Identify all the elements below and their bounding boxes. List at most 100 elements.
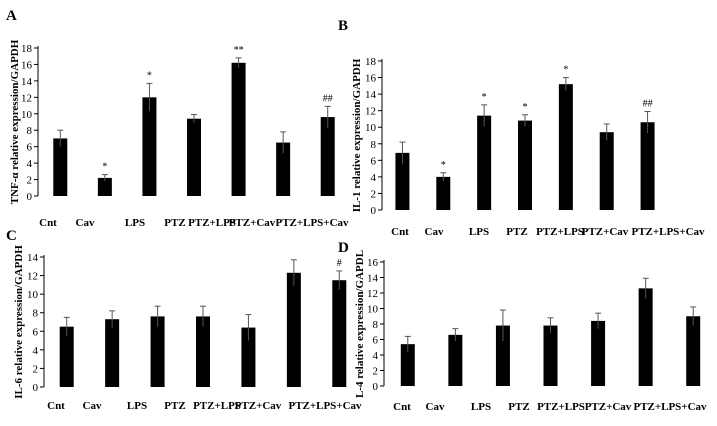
category-label-c-4: PTZ+LPS [193,400,241,412]
y-tick-label-b: 12 [365,106,376,118]
y-tick-label-d: 0 [373,381,379,393]
bar-d-2 [495,325,510,386]
bar-c-0 [59,326,74,387]
category-label-b-5: PTZ+Cav [582,226,629,238]
category-label-d-0: Cnt [393,401,411,413]
bar-d-6 [686,316,701,386]
y-tick-label-a: 12 [21,92,32,104]
bar-c-3 [196,316,210,387]
y-tick-label-b: 16 [365,73,377,85]
y-tick-label-a: 6 [27,142,33,154]
category-label-a-2: LPS [125,217,145,229]
y-tick-label-d: 4 [373,350,379,362]
significance-a-1: * [102,162,107,173]
category-label-d-5: PTZ+Cav [585,401,632,413]
panel-label-c: C [6,228,17,244]
bar-b-3 [518,120,532,210]
category-label-a-0: Cnt [39,217,57,229]
bar-c-4 [241,327,256,387]
y-tick-label-c: 2 [33,363,39,375]
category-label-b-3: PTZ [506,226,527,238]
category-label-b-0: Cnt [391,226,409,238]
y-tick-label-b: 0 [371,205,377,217]
category-label-b-2: LPS [469,226,489,238]
y-tick-label-b: 6 [371,155,377,167]
category-label-d-6: PTZ+LPS+Cav [633,401,707,413]
bar-a-2 [142,97,157,196]
significance-b-6: ## [643,98,653,109]
y-axis-label-c: IL-6 relative expression/GAPDH [13,245,25,399]
bar-a-5 [276,142,291,196]
bar-a-4 [231,62,246,196]
category-label-c-2: LPS [127,400,147,412]
significance-c-6: # [337,258,342,269]
bar-c-5 [286,272,301,387]
bar-d-0 [400,344,415,386]
bar-b-4 [558,84,573,210]
category-label-c-5: PTZ+Cav [235,400,282,412]
bar-b-0 [395,152,410,210]
y-tick-label-d: 12 [367,288,378,300]
y-tick-label-b: 18 [365,56,377,68]
y-tick-label-a: 8 [27,125,33,137]
category-label-c-6: PTZ+LPS+Cav [288,400,362,412]
y-tick-label-a: 10 [21,109,33,121]
panel-label-a: A [6,8,17,24]
significance-b-4: * [563,65,568,76]
significance-b-3: * [523,102,528,113]
category-label-a-6: PTZ+LPS+Cav [275,217,349,229]
y-tick-label-c: 0 [33,382,39,394]
y-tick-label-d: 6 [373,335,379,347]
category-label-d-3: PTZ [508,401,529,413]
panel-label-b: B [338,18,348,34]
y-tick-label-d: 10 [367,304,379,316]
y-tick-label-b: 2 [371,188,377,200]
y-tick-label-b: 4 [371,172,377,184]
y-tick-label-c: 12 [27,271,38,283]
bar-a-3 [187,118,201,196]
y-axis-label-b: IL-1 relative expression/GAPDH [351,58,363,212]
significance-b-2: * [482,92,487,103]
bar-b-1 [436,176,451,210]
category-label-a-5: PTZ+Cav [229,217,276,229]
y-tick-label-b: 8 [371,139,377,151]
category-label-d-4: PTZ+LPS [537,401,585,413]
category-label-a-4: PTZ+LPS [188,217,236,229]
bar-d-3 [543,325,558,386]
category-label-d-1: Cav [426,401,445,413]
significance-a-2: * [147,70,152,81]
y-tick-label-c: 14 [27,252,39,264]
bar-b-5 [599,132,614,210]
bar-c-6 [332,280,347,387]
y-tick-label-d: 16 [367,257,379,269]
y-tick-label-c: 4 [33,345,39,357]
y-tick-label-c: 8 [33,308,39,320]
category-label-b-1: Cav [425,226,444,238]
y-axis-label-d: L-4 relative expression/GAPDL [354,250,366,398]
y-tick-label-d: 8 [373,319,379,331]
category-label-d-2: LPS [471,401,491,413]
y-tick-label-b: 14 [365,89,377,101]
panel-label-d: D [338,240,349,256]
category-label-b-6: PTZ+LPS+Cav [631,226,705,238]
category-label-c-3: PTZ [164,400,185,412]
category-label-b-4: PTZ+LPS [536,226,584,238]
bar-c-2 [150,316,165,387]
y-tick-label-a: 2 [27,175,33,187]
y-tick-label-a: 16 [21,59,33,71]
category-label-c-1: Cav [83,400,102,412]
bar-d-4 [591,320,606,386]
bar-d-1 [448,334,463,386]
bar-c-1 [105,319,120,387]
bar-b-2 [477,115,492,210]
bar-b-6 [640,122,655,210]
y-tick-label-a: 18 [21,43,33,55]
category-label-a-1: Cav [76,217,95,229]
category-label-a-3: PTZ [164,217,185,229]
bar-a-6 [320,117,335,196]
category-label-c-0: Cnt [47,400,65,412]
y-tick-label-d: 14 [367,273,379,285]
significance-a-6: ## [323,93,333,104]
